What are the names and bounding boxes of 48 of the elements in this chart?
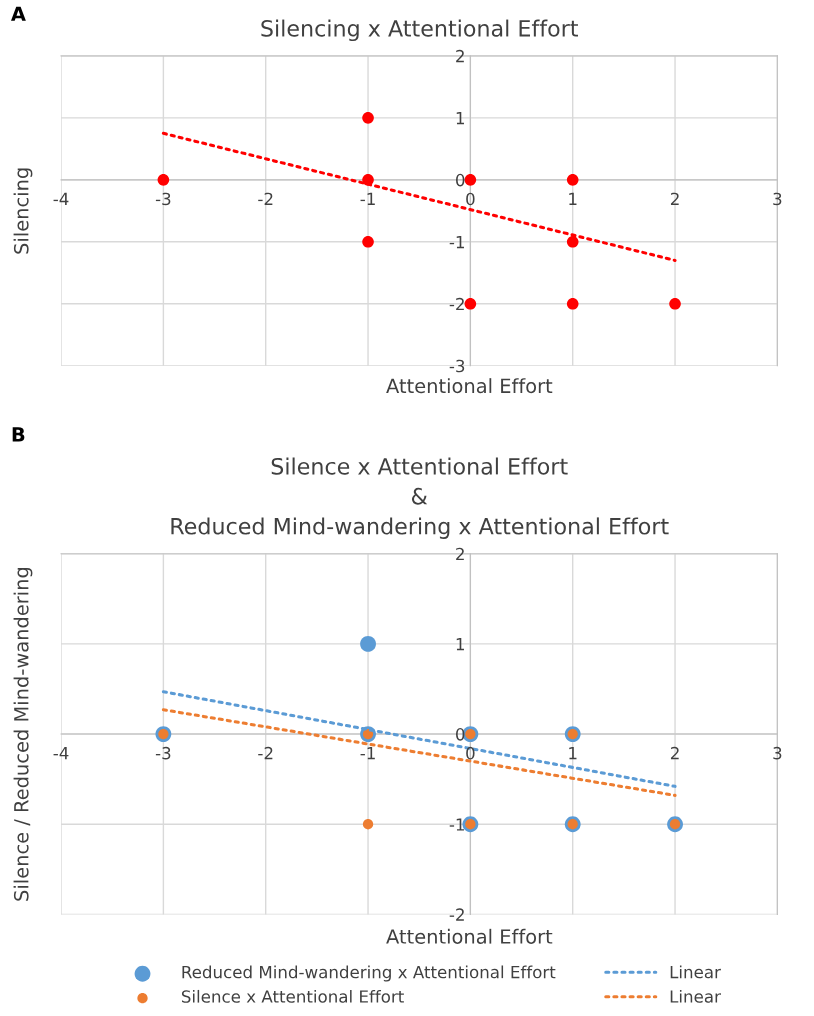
x-tick-label: 2	[670, 746, 679, 760]
x-tick-label: -1	[360, 192, 375, 205]
point	[464, 297, 477, 310]
x-tick-label: -4	[53, 747, 69, 760]
x-tick-label: 0	[466, 192, 475, 206]
x-tick-label: -3	[155, 192, 171, 206]
x-tick-label: 3	[773, 192, 782, 206]
y-tick-label: 1	[456, 638, 464, 651]
text: B	[12, 427, 25, 442]
legend-label: Silence x Attentional Effort	[181, 989, 404, 1003]
point	[362, 112, 374, 124]
point	[566, 297, 579, 310]
y-tick-label: 2	[456, 547, 464, 561]
x-axis-title: Attentional Effort	[386, 378, 553, 394]
y-tick-label: 1	[456, 112, 464, 125]
y-tick-label: -1	[449, 235, 464, 249]
legend-label: Reduced Mind-wandering x Attentional Effort	[182, 965, 556, 982]
y-tick-label: -2	[449, 908, 464, 921]
point	[566, 174, 579, 186]
chart-title: Silence x Attentional Effort & Reduced Mind-wandering x Attentional Effort	[171, 457, 669, 539]
y-axis-title: Silencing	[13, 168, 33, 254]
point	[362, 819, 374, 830]
legend-label: Linear	[670, 965, 721, 979]
y-tick-label: -3	[449, 359, 465, 373]
x-tick-label: 3	[773, 746, 782, 760]
point	[669, 297, 681, 310]
chart-title: Silencing x Attentional Effort	[261, 19, 578, 42]
point	[157, 174, 170, 186]
x-tick-label: 1	[569, 192, 577, 205]
legend-label: Linear	[670, 989, 721, 1003]
x-tick-label: 1	[569, 747, 577, 760]
x-tick-label: -2	[258, 746, 273, 760]
point	[362, 236, 374, 248]
point	[464, 174, 477, 186]
y-tick-label: -2	[449, 297, 464, 311]
point	[566, 236, 579, 248]
text: A	[11, 6, 26, 21]
point	[360, 635, 376, 652]
x-tick-label: 2	[670, 192, 679, 205]
x-tick-label: -2	[258, 192, 273, 205]
x-tick-label: -3	[155, 746, 171, 760]
x-tick-label: -1	[360, 747, 375, 760]
x-tick-label: -4	[53, 192, 69, 205]
x-axis-title: Attentional Effort	[386, 928, 553, 944]
x-tick-label: 0	[466, 746, 475, 760]
y-axis-title: Silence / Reduced Mind-wandering	[13, 567, 33, 901]
y-tick-label: 0	[456, 173, 465, 187]
y-tick-label: 2	[456, 49, 464, 63]
